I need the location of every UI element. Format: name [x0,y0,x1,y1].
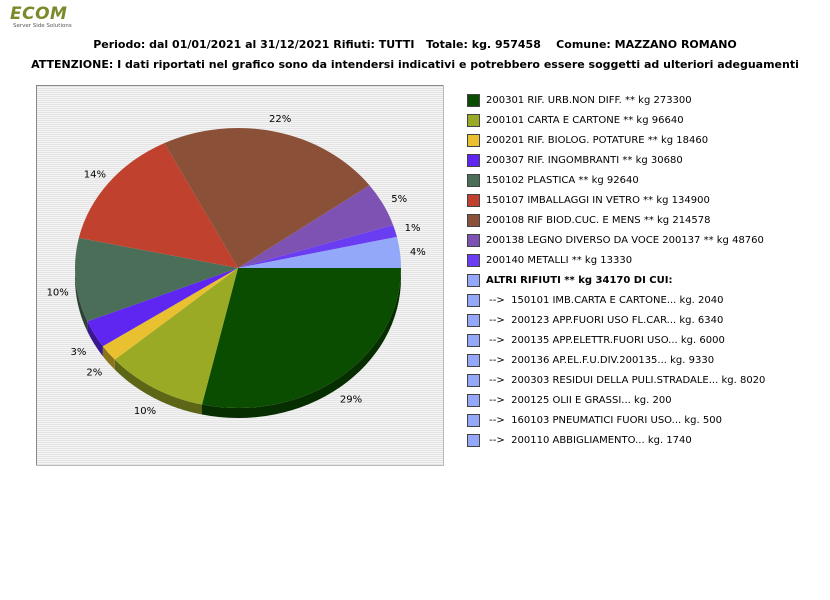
legend-item: 200301 RIF. URB.NON DIFF. ** kg 273300 [467,90,807,110]
pie-slice-2 [114,268,238,405]
legend-item: --> 200125 OLII E GRASSI... kg. 200 [467,390,807,410]
legend-label: 200201 RIF. BIOLOG. POTATURE ** kg 18460 [486,134,709,146]
legend-item: --> 200123 APP.FUORI USO FL.CAR... kg. 6… [467,310,807,330]
legend-label: --> 200303 RESIDUI DELLA PULI.STRADALE..… [486,374,766,386]
legend-label: --> 200123 APP.FUORI USO FL.CAR... kg. 6… [486,314,724,326]
legend-swatch [467,353,480,367]
pie-percent-label-2: 10% [134,406,156,417]
pie-slice-1 [201,268,401,408]
legend-label: --> 200135 APP.ELETTR.FUORI USO... kg. 6… [486,334,725,346]
legend-item: 150107 IMBALLAGGI IN VETRO ** kg 134900 [467,190,807,210]
legend-swatch [467,373,480,387]
legend-swatch [467,253,480,267]
legend-item: --> 160103 PNEUMATICI FUORI USO... kg. 5… [467,410,807,430]
legend-swatch [467,233,480,247]
legend-label: --> 200136 AP.EL.F.U.DIV.200135... kg. 9… [486,354,715,366]
legend-item: 200140 METALLI ** kg 13330 [467,250,807,270]
legend-swatch [467,173,480,187]
legend-item: --> 200110 ABBIGLIAMENTO... kg. 1740 [467,430,807,450]
legend-label: 200301 RIF. URB.NON DIFF. ** kg 273300 [486,94,692,106]
legend-item: 200138 LEGNO DIVERSO DA VOCE 200137 ** k… [467,230,807,250]
period-header: Periodo: dal 01/01/2021 al 31/12/2021 Ri… [93,38,737,51]
legend-item: 200307 RIF. INGOMBRANTI ** kg 30680 [467,150,807,170]
pie-slice-side-3 [102,346,115,370]
legend-label: ALTRI RIFIUTI ** kg 34170 DI CUI: [486,274,673,286]
pie-percent-label-4: 3% [71,347,87,358]
legend-label: --> 200110 ABBIGLIAMENTO... kg. 1740 [486,434,692,446]
logo-tagline: Server Side Solutions [13,23,72,29]
legend-swatch [467,193,480,207]
legend-swatch [467,153,480,167]
legend-label: --> 200125 OLII E GRASSI... kg. 200 [486,394,672,406]
legend-label: 150107 IMBALLAGGI IN VETRO ** kg 134900 [486,194,710,206]
pie-slice-side-4 [87,321,103,357]
legend-swatch [467,413,480,427]
legend-item: 150102 PLASTICA ** kg 92640 [467,170,807,190]
pie-slice-5 [75,237,238,322]
pie-chart-area: 29% 10% 2% 3% 10% 14% 22% 5% 1% 4% [36,85,444,466]
legend-label: 150102 PLASTICA ** kg 92640 [486,174,639,186]
legend-swatch [467,93,480,107]
legend-item: ALTRI RIFIUTI ** kg 34170 DI CUI: [467,270,807,290]
legend-label: 200140 METALLI ** kg 13330 [486,254,633,266]
pie-percent-label-7: 22% [269,114,291,125]
pie-slice-10 [238,236,401,268]
pie-percent-label-9: 1% [405,223,421,234]
pie-percent-label-3: 2% [86,368,102,379]
ecom-logo: ECOM Server Side Solutions [10,4,100,30]
legend-item: 200101 CARTA E CARTONE ** kg 96640 [467,110,807,130]
legend-label: 200101 CARTA E CARTONE ** kg 96640 [486,114,684,126]
disclaimer-header: ATTENZIONE: I dati riportati nel grafico… [31,58,799,71]
legend-swatch [467,433,480,447]
legend-label: --> 150101 IMB.CARTA E CARTONE... kg. 20… [486,294,724,306]
pie-slice-3 [102,268,238,360]
legend-label: 200307 RIF. INGOMBRANTI ** kg 30680 [486,154,683,166]
legend-item: 200201 RIF. BIOLOG. POTATURE ** kg 18460 [467,130,807,150]
legend-swatch [467,133,480,147]
legend-swatch [467,113,480,127]
legend-swatch [467,313,480,327]
legend-swatch [467,333,480,347]
legend-item: --> 200303 RESIDUI DELLA PULI.STRADALE..… [467,370,807,390]
pie-slice-7 [164,127,370,268]
pie-slice-8 [238,185,394,268]
pie-slice-6 [78,143,238,268]
logo-name: ECOM [10,4,68,24]
pie-percent-label-1: 29% [340,394,362,405]
pie-slice-side-5 [75,268,88,332]
pie-slice-side-2 [114,359,202,415]
legend-swatch [467,213,480,227]
legend-label: 200108 RIF BIOD.CUC. E MENS ** kg 214578 [486,214,711,226]
legend-item: 200108 RIF BIOD.CUC. E MENS ** kg 214578 [467,210,807,230]
legend-item: --> 200136 AP.EL.F.U.DIV.200135... kg. 9… [467,350,807,370]
legend-label: --> 160103 PNEUMATICI FUORI USO... kg. 5… [486,414,722,426]
pie-percent-label-10: 4% [410,247,426,258]
chart-legend: 200301 RIF. URB.NON DIFF. ** kg 273300 20… [467,90,807,450]
pie-slice-9 [238,225,397,268]
legend-swatch [467,293,480,307]
pie-percent-label-6: 14% [84,170,106,181]
legend-item: --> 150101 IMB.CARTA E CARTONE... kg. 20… [467,290,807,310]
legend-swatch [467,273,480,287]
legend-item: --> 200135 APP.ELETTR.FUORI USO... kg. 6… [467,330,807,350]
pie-percent-label-8: 5% [391,194,407,205]
pie-percent-label-5: 10% [47,287,69,298]
legend-swatch [467,393,480,407]
legend-label: 200138 LEGNO DIVERSO DA VOCE 200137 ** k… [486,234,764,246]
pie-slice-4 [87,268,239,347]
